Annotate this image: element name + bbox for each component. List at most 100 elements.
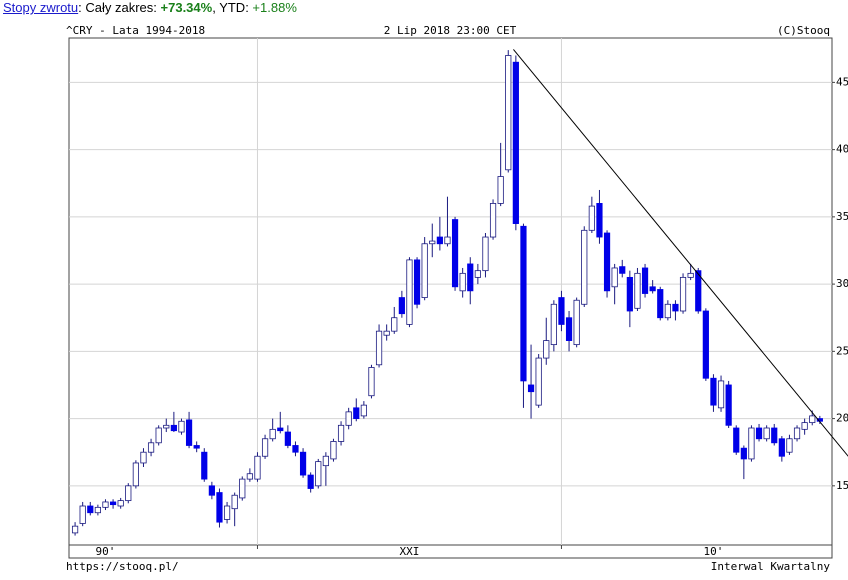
ytd-value: +1.88% bbox=[252, 0, 297, 15]
candle-body bbox=[261, 438, 269, 457]
candle-body bbox=[201, 451, 208, 480]
candle-body bbox=[543, 340, 550, 359]
y-tick-label: 25 bbox=[836, 344, 848, 357]
candle-body bbox=[147, 442, 155, 453]
candle-body bbox=[786, 438, 793, 453]
candle-body bbox=[368, 367, 375, 397]
candle-body bbox=[337, 424, 345, 442]
candle-body bbox=[565, 317, 573, 341]
candle-body bbox=[185, 419, 193, 446]
range-value: +73.34% bbox=[160, 0, 213, 15]
candle-body bbox=[436, 236, 443, 245]
candle-body bbox=[391, 317, 398, 332]
candle-body bbox=[421, 243, 428, 298]
candle-body bbox=[208, 485, 215, 496]
candle-body bbox=[467, 263, 474, 292]
candle-body bbox=[254, 455, 261, 480]
candle-body bbox=[102, 501, 109, 508]
candle-body bbox=[163, 424, 170, 429]
candle-body bbox=[284, 431, 291, 446]
candle-body bbox=[512, 61, 519, 224]
candle-body bbox=[755, 427, 763, 440]
candle-body bbox=[132, 462, 139, 487]
candle-body bbox=[269, 428, 276, 440]
candle-body bbox=[626, 276, 633, 312]
candle-body bbox=[702, 310, 709, 379]
candle-body bbox=[353, 407, 360, 419]
x-tick-label: XXI bbox=[400, 545, 420, 558]
candle-body bbox=[740, 447, 747, 460]
candle-body bbox=[155, 427, 162, 444]
candle-body bbox=[717, 380, 725, 409]
frame bbox=[68, 37, 833, 559]
candle-body bbox=[497, 176, 504, 204]
candle-body bbox=[398, 297, 405, 315]
ytd-label: , YTD: bbox=[212, 0, 253, 15]
candle-body bbox=[710, 377, 717, 406]
candle-body bbox=[634, 272, 641, 309]
candle-body bbox=[345, 411, 352, 426]
candle-body bbox=[231, 494, 238, 510]
candle-body bbox=[603, 232, 611, 292]
candle-body bbox=[315, 461, 322, 487]
candle-body bbox=[87, 505, 94, 514]
candle-body bbox=[459, 272, 466, 292]
candle-body bbox=[641, 267, 649, 294]
candle-body bbox=[223, 505, 231, 520]
candle-body bbox=[322, 455, 329, 467]
candle-body bbox=[330, 441, 337, 460]
candle-body bbox=[672, 303, 679, 312]
x-tick-label: 90' bbox=[96, 545, 116, 558]
y-tick-label: 35 bbox=[836, 210, 848, 223]
candle-body bbox=[558, 297, 565, 325]
candle-body bbox=[763, 427, 770, 440]
candle-body bbox=[573, 299, 580, 346]
interval: Interwal Kwartalny bbox=[711, 560, 831, 573]
y-tick-label: 15 bbox=[836, 479, 848, 492]
candle-body bbox=[109, 501, 117, 506]
candle-body bbox=[94, 506, 101, 514]
candle-body bbox=[771, 427, 778, 444]
range-label: : Cały zakres: bbox=[78, 0, 161, 15]
candle-body bbox=[527, 384, 535, 393]
candle-body bbox=[375, 330, 383, 366]
candle-body bbox=[193, 445, 200, 449]
candle-body bbox=[444, 236, 451, 245]
candle-body bbox=[117, 500, 124, 507]
candle-body bbox=[246, 473, 253, 480]
candle-body bbox=[505, 55, 512, 171]
candle-body bbox=[596, 203, 603, 238]
chart-title: ^CRY - Lata 1994-2018 bbox=[66, 24, 205, 37]
returns-link[interactable]: Stopy zwrotu bbox=[3, 0, 79, 15]
candle-body bbox=[619, 266, 626, 274]
chart-date: 2 Lip 2018 23:00 CET bbox=[384, 24, 517, 37]
candle-body bbox=[801, 422, 808, 430]
candle-body bbox=[429, 240, 436, 245]
candle-body bbox=[307, 474, 314, 489]
candle-body bbox=[277, 427, 284, 432]
source: https://stooq.pl/ bbox=[66, 560, 179, 573]
candle-body bbox=[474, 270, 481, 278]
candle-body bbox=[482, 236, 489, 272]
candle-body bbox=[793, 427, 801, 440]
y-tick-label: 45 bbox=[836, 75, 848, 88]
candle-body bbox=[383, 330, 390, 336]
candle-body bbox=[170, 424, 177, 432]
candle-body bbox=[588, 205, 595, 231]
trend-line bbox=[513, 49, 848, 457]
header: Stopy zwrotu: Cały zakres: +73.34%, YTD:… bbox=[3, 0, 297, 15]
candle-body bbox=[550, 303, 557, 346]
candle-body bbox=[178, 420, 185, 433]
candle-body bbox=[733, 427, 740, 453]
candle-body bbox=[406, 259, 413, 325]
candle-body bbox=[649, 286, 656, 292]
candle-body bbox=[581, 229, 588, 305]
y-tick-label: 40 bbox=[836, 143, 848, 156]
candle-body bbox=[664, 303, 671, 319]
candle-body bbox=[748, 427, 755, 460]
candle-body bbox=[216, 492, 223, 523]
candle-body bbox=[239, 478, 246, 499]
candle-body bbox=[79, 505, 86, 524]
candle-body bbox=[451, 219, 459, 288]
